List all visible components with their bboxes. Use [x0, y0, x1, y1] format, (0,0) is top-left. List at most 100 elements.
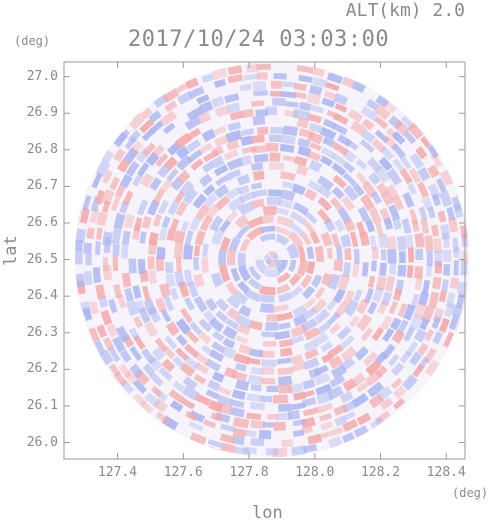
radar-echo-segment — [295, 86, 307, 88]
radar-echo-segment — [144, 175, 150, 185]
radar-echo-segment — [333, 448, 345, 452]
radar-echo-segment — [257, 67, 271, 68]
radar-echo-segment — [165, 83, 175, 89]
radar-echo-segment — [247, 397, 259, 399]
radar-echo-segment — [274, 256, 276, 258]
radar-echo-segment — [242, 253, 243, 267]
radar-echo-segment — [409, 266, 410, 278]
radar-echo-segment — [411, 247, 412, 262]
radar-echo-segment — [222, 446, 236, 449]
y-tick-label: 26.5 — [22, 253, 58, 266]
radar-echo-segment — [214, 63, 229, 67]
radar-echo-segment — [235, 357, 250, 362]
radar-field — [70, 58, 474, 462]
radar-echo-segment — [228, 143, 239, 147]
radar-echo-segment — [443, 192, 448, 206]
radar-echo-segment — [278, 370, 293, 372]
radar-echo-segment — [198, 231, 202, 244]
radar-echo-segment — [300, 105, 311, 107]
radar-echo-segment — [240, 159, 251, 162]
radar-echo-segment — [331, 359, 341, 365]
radar-echo-segment — [161, 247, 162, 259]
radar-echo-segment — [329, 440, 340, 444]
radar-echo-segment — [180, 440, 193, 446]
radar-echo-segment — [197, 275, 200, 287]
radar-echo-segment — [370, 276, 372, 287]
radar-echo-segment — [343, 435, 353, 439]
radar-echo-segment — [96, 267, 97, 282]
radar-echo-segment — [290, 260, 293, 271]
radar-echo-segment — [228, 125, 240, 128]
radar-echo-segment — [233, 431, 245, 433]
radar-echo-segment — [318, 395, 332, 400]
radar-echo-segment — [83, 175, 88, 187]
radar-echo-segment — [97, 241, 98, 255]
radar-echo-segment — [298, 122, 308, 124]
x-tick-label: 127.6 — [153, 466, 213, 479]
radar-echo-segment — [334, 234, 338, 246]
radar-echo-segment — [403, 405, 414, 415]
radar-echo-segment — [342, 394, 352, 399]
radar-echo-segment — [250, 324, 262, 327]
y-tick-label: 26.3 — [22, 326, 58, 339]
radar-echo-segment — [257, 131, 268, 132]
radar-echo-segment — [244, 76, 259, 78]
radar-echo-segment — [442, 291, 444, 301]
radar-echo-segment — [378, 223, 381, 235]
radar-echo-segment — [230, 410, 244, 413]
radar-echo-segment — [120, 394, 130, 405]
radar-echo-segment — [328, 76, 342, 81]
radar-echo-segment — [180, 173, 187, 181]
radar-echo-segment — [136, 317, 141, 327]
radar-echo-segment — [127, 289, 130, 301]
radar-echo-segment — [464, 260, 465, 275]
radar-echo-segment — [281, 194, 294, 197]
radar-echo-segment — [292, 359, 303, 362]
radar-echo-segment — [418, 331, 423, 341]
radar-echo-segment — [292, 328, 306, 333]
radar-echo-segment — [335, 97, 347, 102]
radar-echo-segment — [247, 460, 259, 461]
radar-echo-segment — [193, 218, 198, 229]
radar-echo-segment — [116, 229, 118, 244]
radar-echo-segment — [298, 141, 309, 144]
radar-echo-segment — [472, 280, 474, 292]
radar-echo-segment — [382, 235, 384, 248]
radar-echo-segment — [251, 103, 264, 104]
radar-echo-segment — [320, 415, 331, 419]
radar-echo-segment — [136, 286, 139, 298]
radar-echo-segment — [249, 379, 262, 381]
radar-echo-segment — [456, 204, 459, 217]
radar-echo-segment — [443, 172, 449, 185]
radar-echo-segment — [309, 247, 311, 259]
radar-echo-segment — [273, 307, 288, 310]
radar-echo-segment — [371, 175, 378, 183]
radar-echo-segment — [241, 308, 250, 313]
radar-echo-segment — [345, 382, 355, 388]
radar-echo-segment — [332, 275, 337, 289]
radar-echo-segment — [262, 229, 276, 231]
radar-echo-segment — [473, 232, 474, 244]
radar-echo-segment — [297, 169, 307, 172]
radar-echo-segment — [187, 270, 190, 285]
radar-echo-segment — [227, 134, 241, 138]
radar-echo-segment — [93, 302, 96, 314]
radar-echo-segment — [277, 315, 292, 318]
radar-echo-segment — [300, 260, 304, 274]
radar-echo-segment — [242, 112, 253, 114]
x-unit-label: (deg) — [452, 487, 488, 499]
radar-echo-segment — [449, 160, 455, 172]
radar-echo-segment — [456, 260, 457, 275]
radar-echo-segment — [163, 284, 166, 296]
radar-echo-segment — [148, 301, 153, 314]
radar-echo-segment — [252, 370, 264, 372]
radar-echo-segment — [445, 233, 447, 247]
radar-echo-segment — [116, 285, 119, 298]
radar-echo-segment — [204, 133, 215, 138]
radar-echo-segment — [278, 220, 292, 225]
radar-echo-segment — [324, 140, 334, 145]
radar-echo-segment — [160, 167, 167, 175]
radar-echo-segment — [214, 375, 224, 379]
y-tick-label: 26.8 — [22, 143, 58, 156]
radar-echo-segment — [130, 110, 138, 118]
